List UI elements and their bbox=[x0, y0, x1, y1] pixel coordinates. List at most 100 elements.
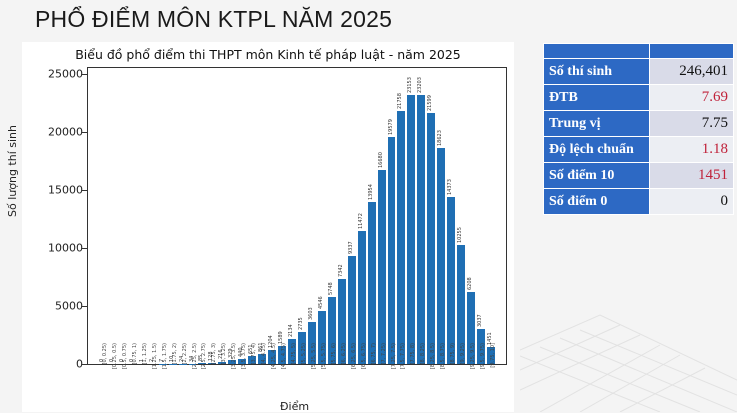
stats-label: Số điểm 10 bbox=[544, 163, 650, 189]
bar-value-label: 9337 bbox=[348, 241, 354, 254]
x-tick-label: [8.5, 8.75) bbox=[440, 343, 446, 383]
stats-label: ĐTB bbox=[544, 85, 650, 111]
x-tick-label: [5.75, 6) bbox=[331, 343, 337, 383]
x-tick-label: [3, 3.25) bbox=[221, 343, 227, 383]
bar-value-label: 1589 bbox=[278, 331, 284, 344]
bar bbox=[407, 95, 415, 364]
bar bbox=[388, 137, 396, 364]
bar bbox=[368, 202, 376, 364]
x-tick-label: [6.75, 7) bbox=[371, 343, 377, 383]
x-tick-label: [5.25, 5.5) bbox=[311, 343, 317, 383]
bar-value-label: 14373 bbox=[447, 179, 453, 195]
x-tick-label: [3.5, 3.75) bbox=[241, 343, 247, 383]
stats-value: 7.75 bbox=[650, 111, 734, 137]
stats-value: 246,401 bbox=[650, 59, 734, 85]
bar-value-label: 18623 bbox=[437, 130, 443, 146]
stats-header-row bbox=[544, 44, 734, 59]
bar-value-label: 23203 bbox=[417, 77, 423, 93]
stats-label: Số điểm 0 bbox=[544, 189, 650, 215]
bar-value-label: 7342 bbox=[338, 264, 344, 277]
y-axis-label: Số lượng thí sinh bbox=[6, 125, 19, 217]
y-tick-label: 25000 bbox=[48, 67, 83, 80]
bar bbox=[447, 197, 455, 364]
stats-value: 7.69 bbox=[650, 85, 734, 111]
x-tick-label: [2.75, 3) bbox=[211, 343, 217, 383]
x-tick-label: [4.25, 4.5) bbox=[271, 343, 277, 383]
x-tick-label: [9.75, 10] bbox=[490, 343, 496, 383]
chart-title: Biểu đồ phổ điểm thi THPT môn Kinh tế ph… bbox=[22, 47, 514, 62]
stats-value: 1451 bbox=[650, 163, 734, 189]
x-tick-label: [8.75, 9) bbox=[450, 343, 456, 383]
bar-value-label: 16680 bbox=[378, 152, 384, 168]
stats-value: 1.18 bbox=[650, 137, 734, 163]
x-tick-label: [2, 2.25) bbox=[182, 343, 188, 383]
x-tick-label: [2.25, 2.5) bbox=[192, 343, 198, 383]
x-tick-label: [7.75, 8) bbox=[410, 343, 416, 383]
x-tick-label: [1, 1.25) bbox=[142, 343, 148, 383]
x-tick-label: [6.5, 6.75) bbox=[361, 343, 367, 383]
y-tick-label: 20000 bbox=[48, 125, 83, 138]
page-title: PHỔ ĐIỂM MÔN KTPL NĂM 2025 bbox=[35, 6, 392, 33]
x-tick-label: [9, 9.25) bbox=[460, 343, 466, 383]
x-tick-label: [3.75, 4) bbox=[251, 343, 257, 383]
stats-label: Độ lệch chuẩn bbox=[544, 137, 650, 163]
bar-value-label: 10255 bbox=[457, 227, 463, 243]
stats-label: Số thí sinh bbox=[544, 59, 650, 85]
bar-value-label: 11472 bbox=[358, 213, 364, 229]
decorative-grid bbox=[520, 290, 737, 412]
bar-value-label: 2134 bbox=[288, 324, 294, 337]
bar-value-label: 5748 bbox=[328, 283, 334, 296]
x-tick-label: [5.5, 5.75) bbox=[321, 343, 327, 383]
bar-value-label: 4546 bbox=[318, 296, 324, 309]
x-tick-label: [2.5, 2.75) bbox=[201, 343, 207, 383]
bar-value-label: 3037 bbox=[477, 314, 483, 327]
y-tick-label: 15000 bbox=[48, 183, 83, 196]
bar bbox=[437, 148, 445, 364]
bar-value-label: 23153 bbox=[407, 77, 413, 93]
bar bbox=[378, 170, 386, 364]
x-tick-label: [4.5, 4.75) bbox=[281, 343, 287, 383]
stats-label: Trung vị bbox=[544, 111, 650, 137]
x-tick-label: [7, 7.25) bbox=[381, 343, 387, 383]
bar-value-label: 13954 bbox=[368, 184, 374, 200]
x-tick-label: [6.25, 6.5) bbox=[351, 343, 357, 383]
bar-value-label: 2735 bbox=[298, 318, 304, 331]
x-tick-label: [1.5, 1.75) bbox=[162, 343, 168, 383]
y-tick-label: 5000 bbox=[55, 299, 83, 312]
bar-value-label: 3603 bbox=[308, 307, 314, 320]
bar-value-label: 19579 bbox=[388, 119, 394, 135]
x-tick-label: [0, 0.25) bbox=[102, 343, 108, 383]
bar bbox=[417, 95, 425, 364]
bar-value-label: 6208 bbox=[467, 277, 473, 290]
x-tick-label: [4, 4.25) bbox=[261, 343, 267, 383]
bar-value-label: 21599 bbox=[427, 95, 433, 111]
bar bbox=[397, 111, 405, 364]
x-tick-label: [0.5, 0.75) bbox=[122, 343, 128, 383]
bar-value-label: 21758 bbox=[397, 94, 403, 110]
x-tick-label: [9.5, 9.75) bbox=[480, 343, 486, 383]
x-tick-label: [7.5, 7.75) bbox=[400, 343, 406, 383]
x-axis-label: Điểm bbox=[280, 400, 309, 413]
x-tick-label: [6, 6.25) bbox=[341, 343, 347, 383]
x-tick-label: [0.25, 0.5) bbox=[112, 343, 118, 383]
x-tick-label: [1.25, 1.5) bbox=[152, 343, 158, 383]
x-tick-label: [8, 8.25) bbox=[420, 343, 426, 383]
bar bbox=[427, 113, 435, 364]
y-tick-label: 10000 bbox=[48, 241, 83, 254]
x-tick-label: [5, 5.25) bbox=[301, 343, 307, 383]
x-tick-label: [1.75, 2) bbox=[172, 343, 178, 383]
x-tick-label: [3.25, 3.5) bbox=[231, 343, 237, 383]
stats-value: 0 bbox=[650, 189, 734, 215]
x-tick-label: [7.25, 7.5) bbox=[391, 343, 397, 383]
x-tick-label: [0.75, 1) bbox=[132, 343, 138, 383]
x-tick-label: [8.25, 8.5) bbox=[430, 343, 436, 383]
